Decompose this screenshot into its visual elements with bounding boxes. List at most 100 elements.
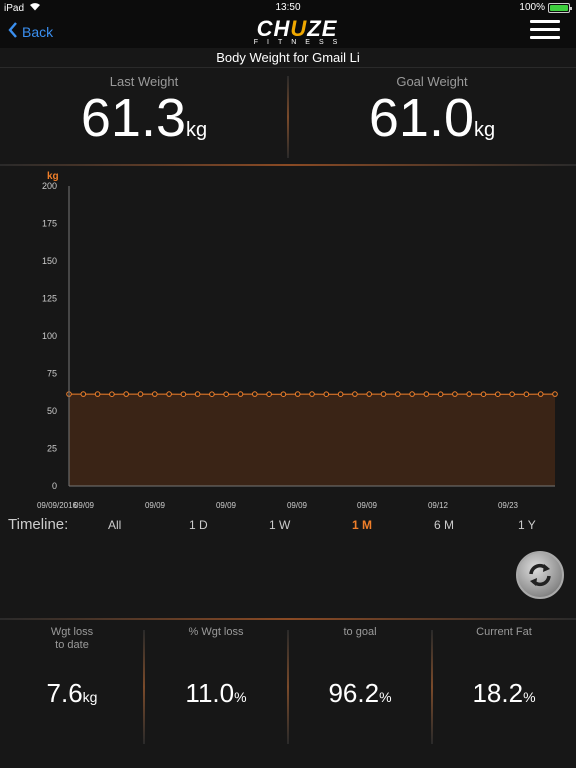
- data-point: [252, 391, 258, 397]
- x-tick-label: 09/09: [74, 501, 95, 510]
- x-tick-label: 09/09: [145, 501, 166, 510]
- stat-label: % Wgt loss: [188, 626, 244, 638]
- stat-label: Current Fat: [476, 626, 532, 638]
- refresh-icon: [529, 563, 551, 587]
- x-tick-label: 09/09/2016: [37, 501, 78, 510]
- data-point: [309, 391, 315, 397]
- timeline-selector: Timeline: All 1 D 1 W 1 M 6 M 1 Y: [0, 514, 576, 536]
- data-point: [323, 391, 330, 397]
- data-point: [466, 391, 473, 397]
- timeline-option-6m[interactable]: 6 M: [434, 518, 455, 532]
- data-point: [137, 391, 144, 397]
- y-tick-label: 75: [47, 369, 57, 379]
- data-point: [509, 391, 515, 397]
- data-point: [337, 391, 344, 397]
- wifi-icon: [29, 2, 41, 14]
- y-tick-label: 50: [47, 406, 57, 416]
- x-tick-label: 09/09: [357, 501, 378, 510]
- goal-weight: Goal Weight 61.0kg: [288, 72, 576, 162]
- battery-percent: 100%: [519, 2, 545, 13]
- goal-weight-label: Goal Weight: [396, 74, 468, 89]
- data-point: [109, 391, 115, 397]
- divider: [287, 76, 289, 158]
- choze-logo: CHUZE FITNESS: [253, 16, 347, 47]
- y-tick-label: 150: [42, 256, 57, 266]
- stat-unit: kg: [82, 689, 98, 705]
- data-point: [495, 391, 501, 397]
- stat-value: 11.0: [185, 678, 235, 708]
- back-button[interactable]: Back: [8, 22, 53, 41]
- data-point: [352, 391, 358, 397]
- data-point: [223, 391, 229, 397]
- stat-value: 7.6: [46, 678, 83, 708]
- stat-value: 96.2: [328, 678, 380, 708]
- y-tick-label: 175: [42, 219, 57, 229]
- last-weight-unit: kg: [185, 119, 208, 141]
- data-point: [423, 391, 430, 397]
- stat-label: Wgt loss to date: [50, 626, 94, 651]
- data-point: [94, 391, 101, 397]
- last-weight-label: Last Weight: [109, 74, 179, 89]
- stat-unit: %: [523, 689, 536, 705]
- timeline-option-all[interactable]: All: [108, 518, 122, 532]
- nav-bar: Back CHUZE FITNESS: [0, 16, 576, 48]
- menu-icon[interactable]: [530, 20, 560, 44]
- y-axis-label: kg: [47, 171, 59, 182]
- data-point: [366, 391, 373, 397]
- stat-current-fat: Current Fat 18.2%: [432, 622, 576, 752]
- x-tick-label: 09/12: [428, 501, 449, 510]
- data-point: [437, 391, 444, 397]
- goal-weight-value: 61.0: [368, 88, 474, 148]
- stat-wgt-loss: Wgt loss to date 7.6kg: [0, 622, 144, 752]
- y-tick-label: 25: [47, 444, 57, 454]
- weight-summary: Last Weight 61.3kg Goal Weight 61.0kg: [0, 72, 576, 162]
- data-point: [523, 391, 530, 397]
- page-title: Body Weight for Gmail Li: [0, 48, 576, 68]
- y-tick-label: 125: [42, 294, 57, 304]
- data-point: [380, 391, 387, 397]
- back-label: Back: [22, 23, 54, 40]
- data-point: [180, 391, 187, 397]
- timeline-option-1m[interactable]: 1 M: [352, 518, 373, 532]
- data-point: [395, 391, 401, 397]
- stat-unit: %: [234, 689, 247, 705]
- y-tick-label: 200: [42, 181, 57, 191]
- x-tick-label: 09/09: [287, 501, 308, 510]
- x-tick-label: 09/23: [498, 501, 519, 510]
- data-point: [294, 391, 301, 397]
- data-point: [452, 391, 458, 397]
- divider: [143, 630, 145, 744]
- area-fill: [69, 394, 555, 486]
- timeline-option-1y[interactable]: 1 Y: [518, 518, 536, 532]
- timeline-option-1d[interactable]: 1 D: [189, 518, 208, 532]
- y-tick-label: 100: [42, 331, 57, 341]
- last-weight-value: 61.3: [80, 88, 186, 148]
- x-tick-label: 09/09: [216, 501, 237, 510]
- weight-chart[interactable]: kg 0 25 50 75 100 125 150 175 200 09/09/2016 09/09 0…: [0, 166, 576, 512]
- timeline-option-1w[interactable]: 1 W: [269, 518, 291, 532]
- data-point: [480, 391, 487, 397]
- stat-label: to goal: [343, 626, 377, 638]
- battery-icon: [548, 2, 572, 13]
- status-time: 13:50: [275, 2, 301, 13]
- divider: [0, 618, 576, 620]
- stats-panel: Wgt loss to date 7.6kg % Wgt loss 11.0% …: [0, 622, 576, 768]
- data-point: [152, 391, 158, 397]
- refresh-button[interactable]: [516, 551, 564, 599]
- data-point: [552, 391, 558, 397]
- timeline-label: Timeline:: [8, 516, 69, 533]
- stat-value: 18.2: [472, 678, 524, 708]
- data-point: [237, 391, 244, 397]
- data-point: [123, 391, 129, 397]
- chevron-left-icon: [8, 22, 18, 41]
- data-point: [280, 391, 287, 397]
- data-point: [266, 391, 272, 397]
- stat-unit: %: [379, 689, 392, 705]
- data-point: [409, 391, 415, 397]
- data-point: [80, 391, 87, 397]
- stat-to-goal: to goal 96.2%: [288, 622, 432, 752]
- data-point: [537, 391, 544, 397]
- divider: [431, 630, 433, 744]
- last-weight: Last Weight 61.3kg: [0, 72, 288, 162]
